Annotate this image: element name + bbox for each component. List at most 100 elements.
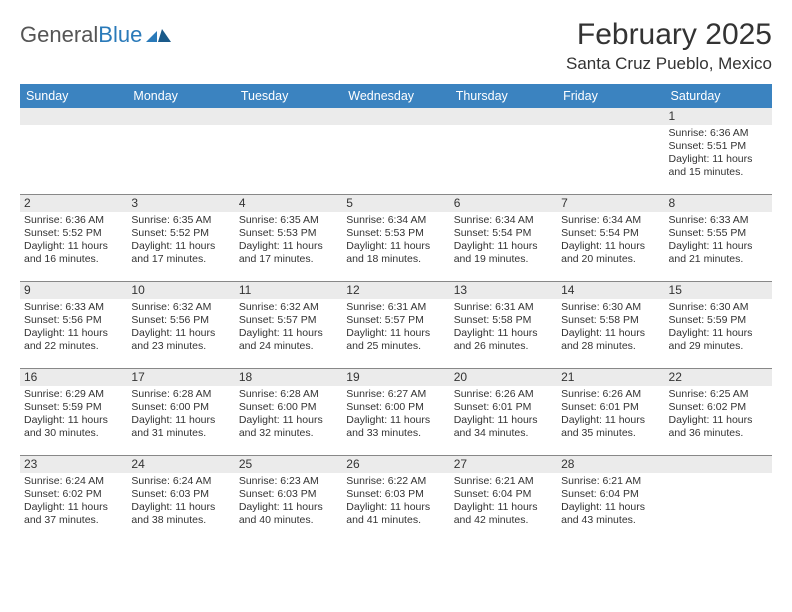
day-body: Sunrise: 6:33 AMSunset: 5:56 PMDaylight:… (20, 299, 127, 358)
day-cell (450, 108, 557, 194)
day-cell (127, 108, 234, 194)
day-cell: 28Sunrise: 6:21 AMSunset: 6:04 PMDayligh… (557, 456, 664, 542)
day-detail-line: Daylight: 11 hours and 34 minutes. (454, 414, 553, 440)
day-body: Sunrise: 6:25 AMSunset: 6:02 PMDaylight:… (665, 386, 772, 445)
day-body: Sunrise: 6:31 AMSunset: 5:57 PMDaylight:… (342, 299, 449, 358)
day-detail-line: Sunset: 5:59 PM (24, 401, 123, 414)
day-number: 7 (557, 195, 664, 212)
day-number: 22 (665, 369, 772, 386)
day-cell: 3Sunrise: 6:35 AMSunset: 5:52 PMDaylight… (127, 195, 234, 281)
logo-word-general: General (20, 22, 98, 48)
day-number: 9 (20, 282, 127, 299)
day-cell: 22Sunrise: 6:25 AMSunset: 6:02 PMDayligh… (665, 369, 772, 455)
day-detail-line: Daylight: 11 hours and 25 minutes. (346, 327, 445, 353)
day-detail-line: Sunrise: 6:36 AM (24, 214, 123, 227)
day-detail-line: Sunset: 6:00 PM (131, 401, 230, 414)
day-number: 21 (557, 369, 664, 386)
day-cell: 25Sunrise: 6:23 AMSunset: 6:03 PMDayligh… (235, 456, 342, 542)
location: Santa Cruz Pueblo, Mexico (566, 54, 772, 74)
day-detail-line: Sunset: 6:03 PM (239, 488, 338, 501)
day-detail-line: Sunrise: 6:28 AM (239, 388, 338, 401)
day-detail-line: Sunset: 6:03 PM (131, 488, 230, 501)
day-number (127, 108, 234, 125)
day-detail-line: Sunrise: 6:34 AM (346, 214, 445, 227)
month-title: February 2025 (566, 18, 772, 52)
day-number: 4 (235, 195, 342, 212)
day-detail-line: Sunset: 6:02 PM (669, 401, 768, 414)
day-number: 19 (342, 369, 449, 386)
day-number (20, 108, 127, 125)
day-body: Sunrise: 6:34 AMSunset: 5:54 PMDaylight:… (557, 212, 664, 271)
day-body: Sunrise: 6:29 AMSunset: 5:59 PMDaylight:… (20, 386, 127, 445)
day-header-tuesday: Tuesday (235, 84, 342, 108)
day-cell: 4Sunrise: 6:35 AMSunset: 5:53 PMDaylight… (235, 195, 342, 281)
day-number: 27 (450, 456, 557, 473)
day-cell: 23Sunrise: 6:24 AMSunset: 6:02 PMDayligh… (20, 456, 127, 542)
day-number: 2 (20, 195, 127, 212)
day-detail-line: Sunrise: 6:27 AM (346, 388, 445, 401)
day-detail-line: Sunrise: 6:26 AM (561, 388, 660, 401)
header: GeneralBlue February 2025 Santa Cruz Pue… (20, 18, 772, 74)
day-number: 28 (557, 456, 664, 473)
day-number: 10 (127, 282, 234, 299)
day-detail-line: Daylight: 11 hours and 20 minutes. (561, 240, 660, 266)
day-detail-line: Sunrise: 6:21 AM (561, 475, 660, 488)
day-body: Sunrise: 6:32 AMSunset: 5:57 PMDaylight:… (235, 299, 342, 358)
day-number: 6 (450, 195, 557, 212)
week-row: 1Sunrise: 6:36 AMSunset: 5:51 PMDaylight… (20, 108, 772, 194)
day-body: Sunrise: 6:26 AMSunset: 6:01 PMDaylight:… (557, 386, 664, 445)
week-row: 16Sunrise: 6:29 AMSunset: 5:59 PMDayligh… (20, 368, 772, 455)
day-detail-line: Daylight: 11 hours and 28 minutes. (561, 327, 660, 353)
day-cell (342, 108, 449, 194)
logo: GeneralBlue (20, 18, 172, 48)
day-detail-line: Sunset: 5:54 PM (561, 227, 660, 240)
day-detail-line: Daylight: 11 hours and 42 minutes. (454, 501, 553, 527)
day-cell: 18Sunrise: 6:28 AMSunset: 6:00 PMDayligh… (235, 369, 342, 455)
day-cell: 11Sunrise: 6:32 AMSunset: 5:57 PMDayligh… (235, 282, 342, 368)
day-detail-line: Sunrise: 6:31 AM (454, 301, 553, 314)
day-cell: 20Sunrise: 6:26 AMSunset: 6:01 PMDayligh… (450, 369, 557, 455)
day-body: Sunrise: 6:30 AMSunset: 5:59 PMDaylight:… (665, 299, 772, 358)
day-number: 8 (665, 195, 772, 212)
day-body: Sunrise: 6:23 AMSunset: 6:03 PMDaylight:… (235, 473, 342, 532)
day-detail-line: Daylight: 11 hours and 41 minutes. (346, 501, 445, 527)
day-body: Sunrise: 6:30 AMSunset: 5:58 PMDaylight:… (557, 299, 664, 358)
day-body (342, 125, 449, 131)
day-body: Sunrise: 6:34 AMSunset: 5:54 PMDaylight:… (450, 212, 557, 271)
day-detail-line: Sunset: 5:58 PM (561, 314, 660, 327)
day-body: Sunrise: 6:21 AMSunset: 6:04 PMDaylight:… (557, 473, 664, 532)
day-header-wednesday: Wednesday (342, 84, 449, 108)
day-detail-line: Daylight: 11 hours and 17 minutes. (131, 240, 230, 266)
day-detail-line: Daylight: 11 hours and 33 minutes. (346, 414, 445, 440)
day-detail-line: Sunrise: 6:30 AM (561, 301, 660, 314)
day-detail-line: Sunrise: 6:23 AM (239, 475, 338, 488)
day-body: Sunrise: 6:22 AMSunset: 6:03 PMDaylight:… (342, 473, 449, 532)
day-cell: 12Sunrise: 6:31 AMSunset: 5:57 PMDayligh… (342, 282, 449, 368)
week-row: 2Sunrise: 6:36 AMSunset: 5:52 PMDaylight… (20, 194, 772, 281)
day-number: 5 (342, 195, 449, 212)
day-detail-line: Sunset: 5:53 PM (239, 227, 338, 240)
day-detail-line: Sunset: 6:01 PM (454, 401, 553, 414)
day-body (20, 125, 127, 131)
logo-word-blue: Blue (98, 22, 142, 48)
day-detail-line: Sunset: 5:56 PM (131, 314, 230, 327)
day-detail-line: Sunrise: 6:31 AM (346, 301, 445, 314)
day-detail-line: Sunset: 6:04 PM (454, 488, 553, 501)
day-detail-line: Sunrise: 6:32 AM (239, 301, 338, 314)
day-detail-line: Sunset: 5:59 PM (669, 314, 768, 327)
day-detail-line: Sunset: 6:00 PM (346, 401, 445, 414)
day-cell: 9Sunrise: 6:33 AMSunset: 5:56 PMDaylight… (20, 282, 127, 368)
day-header-sunday: Sunday (20, 84, 127, 108)
day-detail-line: Daylight: 11 hours and 36 minutes. (669, 414, 768, 440)
day-detail-line: Sunset: 5:52 PM (24, 227, 123, 240)
day-detail-line: Sunset: 5:51 PM (669, 140, 768, 153)
day-number (665, 456, 772, 473)
day-detail-line: Daylight: 11 hours and 24 minutes. (239, 327, 338, 353)
day-detail-line: Sunset: 5:54 PM (454, 227, 553, 240)
day-cell: 14Sunrise: 6:30 AMSunset: 5:58 PMDayligh… (557, 282, 664, 368)
day-detail-line: Sunrise: 6:30 AM (669, 301, 768, 314)
day-body (450, 125, 557, 131)
day-detail-line: Sunset: 6:04 PM (561, 488, 660, 501)
day-body (557, 125, 664, 131)
day-detail-line: Sunset: 5:52 PM (131, 227, 230, 240)
